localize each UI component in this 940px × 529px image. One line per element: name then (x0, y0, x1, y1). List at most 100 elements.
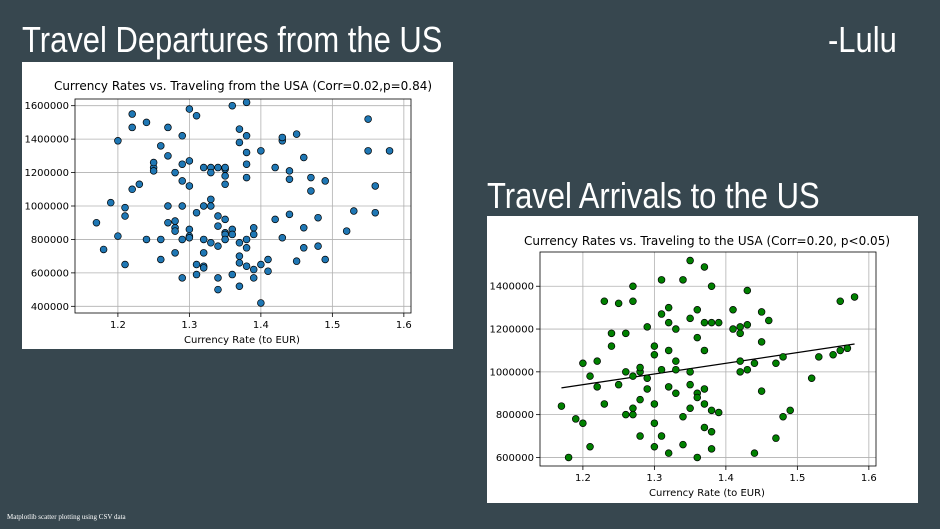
scatter-point (622, 410, 630, 419)
scatter-point (228, 270, 237, 279)
y-tick-label: 1200000 (489, 325, 534, 336)
scatter-point (300, 244, 308, 252)
plot-frame (74, 98, 412, 314)
y-tick-label: 800000 (31, 235, 69, 246)
scatter-point (242, 98, 251, 107)
scatter-point (743, 321, 752, 329)
scatter-point (242, 262, 251, 270)
scatter-point (92, 218, 101, 227)
scatter-point (235, 282, 244, 291)
x-tick-label: 1.4 (718, 473, 734, 484)
scatter-point (757, 308, 766, 316)
scatter-point (586, 442, 594, 451)
scatter-point (750, 449, 759, 457)
scatter-point (843, 344, 852, 353)
departures-title: Travel Departures from the US (22, 19, 443, 60)
author-label: -Lulu (828, 19, 897, 60)
scatter-point (121, 260, 129, 269)
scatter-point (672, 365, 680, 374)
scatter-point (643, 323, 651, 331)
trend-line (561, 343, 855, 389)
y-tick-label: 1400000 (24, 135, 69, 146)
scatter-point (679, 440, 687, 449)
scatter-point (657, 276, 666, 284)
scatter-point (171, 227, 179, 235)
scatter-point (257, 147, 265, 155)
scatter-point (178, 177, 186, 185)
scatter-point (693, 333, 702, 342)
scatter-point (185, 182, 194, 190)
scatter-point (307, 187, 315, 195)
scatter-point (622, 329, 630, 338)
scatter-point (242, 244, 251, 252)
scatter-point (321, 255, 329, 264)
scatter-point (672, 325, 680, 333)
scatter-point (579, 359, 587, 368)
scatter-point (178, 132, 186, 140)
scatter-point (221, 172, 229, 180)
scatter-point (364, 115, 372, 123)
scatter-point (700, 385, 709, 393)
scatter-point (207, 239, 215, 247)
scatter-point (636, 432, 644, 440)
scatter-point (815, 353, 823, 361)
scatter-point (850, 293, 859, 301)
y-tick-label: 1400000 (489, 282, 534, 293)
scatter-point (342, 227, 351, 235)
scatter-point (736, 368, 744, 376)
scatter-point (743, 286, 752, 295)
scatter-point (106, 198, 115, 207)
scatter-point (622, 368, 630, 376)
scatter-point (199, 235, 208, 244)
scatter-point (714, 408, 723, 417)
x-axis-label: Currency Rate (to EUR) (184, 335, 300, 346)
scatter-point (736, 357, 744, 365)
scatter-point (242, 160, 251, 168)
scatter-point (385, 147, 394, 155)
scatter-point (371, 208, 380, 217)
departures-scatter-chart: Currency Rates vs. Traveling from the US… (24, 79, 432, 346)
scatter-point (142, 235, 151, 244)
scatter-point (593, 383, 601, 391)
scatter-point (664, 383, 673, 391)
footnote: Matplotlib scatter plotting using CSV da… (7, 513, 126, 521)
x-axis-label: Currency Rate (to EUR) (649, 488, 765, 499)
y-tick-label: 1000000 (489, 367, 534, 378)
scatter-point (249, 230, 258, 239)
scatter-point (292, 130, 301, 138)
scatter-point (664, 318, 673, 327)
scatter-point (171, 249, 179, 257)
scatter-point (199, 249, 208, 257)
scatter-point (121, 212, 129, 220)
scatter-point (221, 180, 229, 189)
scatter-point (164, 218, 172, 227)
scatter-point (242, 235, 251, 244)
scatter-point (650, 400, 659, 408)
scatter-point (135, 180, 144, 189)
scatter-point (235, 239, 244, 247)
scatter-point (729, 325, 737, 333)
scatter-point (157, 255, 165, 264)
scatter-point (786, 406, 794, 415)
scatter-point (700, 423, 709, 432)
scatter-point (564, 453, 573, 462)
scatter-point (157, 235, 165, 244)
scatter-point (171, 168, 179, 177)
x-tick-label: 1.2 (110, 320, 126, 331)
scatter-point (679, 276, 687, 284)
scatter-point (750, 359, 759, 368)
scatter-point (214, 242, 222, 250)
scatter-point (636, 395, 644, 404)
scatter-point (643, 374, 651, 383)
scatter-point (214, 274, 222, 282)
scatter-point (686, 256, 694, 265)
scatter-point (142, 118, 151, 127)
scatter-point (707, 428, 716, 436)
scatter-point (693, 306, 702, 314)
scatter-point (199, 163, 208, 172)
scatter-point (192, 260, 201, 269)
scatter-point (629, 372, 637, 380)
scatter-point (836, 346, 845, 355)
scatter-point (178, 160, 186, 168)
scatter-point (285, 210, 294, 219)
